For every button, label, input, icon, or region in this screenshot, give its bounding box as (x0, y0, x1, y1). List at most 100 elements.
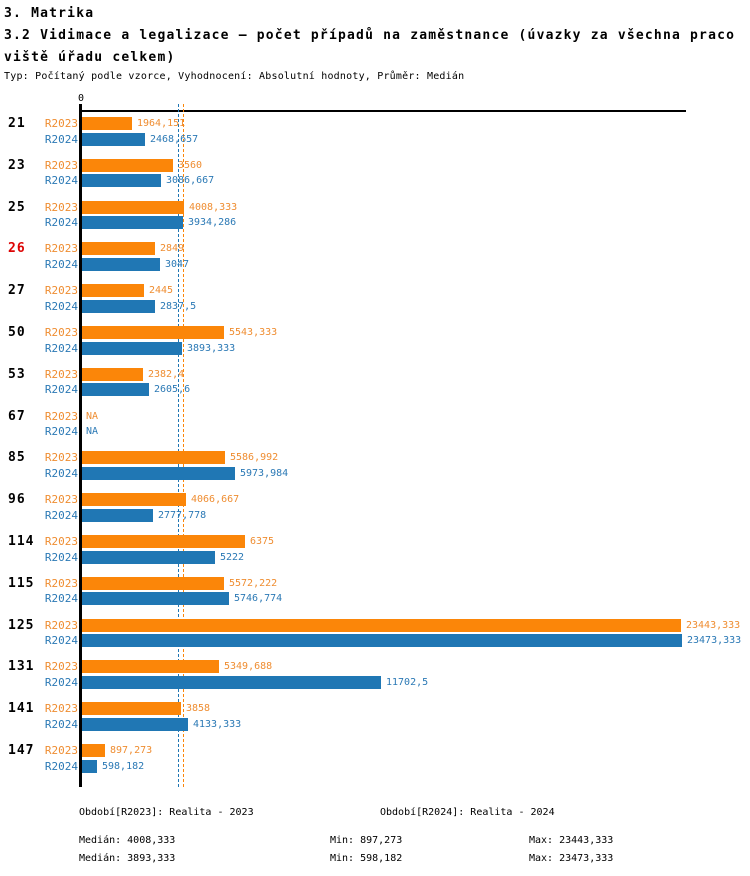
category-label: 50 (8, 325, 26, 340)
series-label-r2024: R2024 (44, 425, 78, 439)
bar-value-label: 897,273 (110, 745, 153, 756)
series-label-r2024: R2024 (44, 466, 78, 480)
series-label-r2023: R2023 (44, 326, 78, 339)
bar-r2023 (82, 200, 184, 214)
stat-median-2023: Medián: 4008,333 (79, 835, 176, 846)
chart-title-line-2: viště úřadu celkem) (4, 50, 176, 65)
bar-r2023 (82, 326, 224, 339)
series-label-r2023: R2023 (44, 242, 78, 256)
category-label: 53 (8, 366, 26, 382)
bar-r2024 (82, 299, 155, 313)
chart-title-line-1: 3.2 Vidimace a legalizace – počet případ… (4, 28, 736, 43)
bar-value-label: 23473,333 (687, 635, 742, 647)
category-label: 147 (8, 743, 35, 758)
bar-r2023 (82, 744, 105, 757)
bar-value-label: 23443,333 (686, 619, 741, 631)
bar-r2023 (82, 367, 143, 381)
bar-r2024 (82, 675, 381, 689)
bar-value-label: 3560 (178, 159, 203, 171)
bar-value-label: 1964,151 (137, 118, 186, 129)
bar-value-label: 3086,667 (166, 175, 215, 187)
category-label: 27 (8, 283, 26, 299)
bar-value-label: 3858 (186, 703, 211, 715)
series-label-r2023: R2023 (44, 367, 78, 381)
bar-r2023 (82, 702, 181, 716)
category-label: 26 (8, 241, 26, 257)
stat-min-2023: Min: 897,273 (330, 835, 403, 846)
category-label: 25 (8, 199, 26, 215)
series-label-r2023: R2023 (44, 535, 78, 548)
series-label-r2023: R2023 (44, 744, 78, 757)
bar-value-label: 11702,5 (386, 676, 429, 688)
bar-r2024 (82, 466, 235, 480)
stat-median-2024: Medián: 3893,333 (79, 853, 176, 864)
bar-value-label: 2382,4 (148, 368, 185, 380)
chart-subtitle: Typ: Počítaný podle vzorce, Vyhodnocení:… (4, 71, 465, 82)
bar-value-label: NA (86, 410, 99, 422)
category-label: 131 (8, 659, 35, 675)
bar-r2024 (82, 717, 188, 731)
category-label: 85 (8, 450, 26, 466)
bar-value-label: 5973,984 (240, 467, 289, 479)
median-line-2024 (177, 104, 179, 787)
bar-value-label: 2605,6 (154, 384, 191, 396)
bar-value-label: 4133,333 (193, 718, 242, 730)
bar-r2023 (82, 493, 186, 507)
series-label-r2024: R2024 (44, 257, 78, 271)
series-label-r2024: R2024 (44, 550, 78, 564)
stat-max-2024: Max: 23473,333 (529, 853, 614, 864)
bar-r2023 (82, 158, 173, 172)
x-axis-line (81, 110, 686, 112)
bar-value-label: 2468,657 (150, 133, 199, 145)
series-label-r2023: R2023 (44, 117, 78, 130)
bar-value-label: 5222 (220, 551, 245, 563)
bar-value-label: NA (86, 426, 99, 438)
bar-r2023 (82, 242, 155, 256)
series-label-r2024: R2024 (44, 717, 78, 731)
bar-r2024 (82, 550, 215, 564)
bar-value-label: 5349,688 (224, 661, 273, 673)
stat-max-2023: Max: 23443,333 (529, 835, 614, 846)
series-label-r2023: R2023 (44, 576, 78, 590)
stat-min-2024: Min: 598,182 (330, 853, 403, 864)
bar-r2024 (82, 383, 149, 397)
bar-value-label: 5586,992 (230, 452, 279, 464)
bar-r2024 (82, 759, 97, 773)
bar-value-label: 2849 (160, 243, 185, 255)
bar-r2024 (82, 634, 682, 648)
category-label: 96 (8, 492, 26, 508)
legend-period-2024: Období[R2024]: Realita - 2024 (380, 807, 555, 818)
bar-r2024 (82, 174, 161, 188)
bar-value-label: 6375 (250, 536, 275, 547)
series-label-r2023: R2023 (44, 284, 78, 298)
series-label-r2023: R2023 (44, 451, 78, 465)
bar-r2023 (82, 576, 224, 590)
category-label: 67 (8, 408, 26, 424)
category-label: 114 (8, 534, 35, 549)
category-label: 115 (8, 575, 35, 591)
series-label-r2024: R2024 (44, 216, 78, 230)
series-label-r2024: R2024 (44, 675, 78, 689)
bar-chart: 0 21 R2023 1964,151 R2024 2468,657 23 R2023 356… (8, 94, 742, 787)
series-label-r2023: R2023 (44, 618, 78, 632)
series-label-r2024: R2024 (44, 508, 78, 522)
category-label: 23 (8, 157, 26, 173)
bar-value-label: 2445 (149, 285, 174, 297)
category-label: 141 (8, 701, 35, 717)
bar-value-label: 598,182 (102, 760, 145, 772)
report-title-line-1: 3. Matrika (4, 6, 95, 21)
category-label: 21 (8, 116, 26, 131)
series-label-r2024: R2024 (44, 132, 78, 146)
series-label-r2023: R2023 (44, 158, 78, 172)
legend-period-2023: Období[R2023]: Realita - 2023 (79, 807, 254, 818)
bar-r2024 (82, 257, 160, 271)
series-label-r2024: R2024 (44, 341, 78, 355)
bar-r2023 (82, 660, 219, 674)
bar-r2023 (82, 618, 681, 632)
bar-r2024 (82, 508, 153, 522)
median-line-2023 (183, 104, 185, 787)
bar-value-label: 4066,667 (191, 494, 240, 506)
bar-r2023 (82, 284, 144, 298)
series-label-r2023: R2023 (44, 493, 78, 507)
